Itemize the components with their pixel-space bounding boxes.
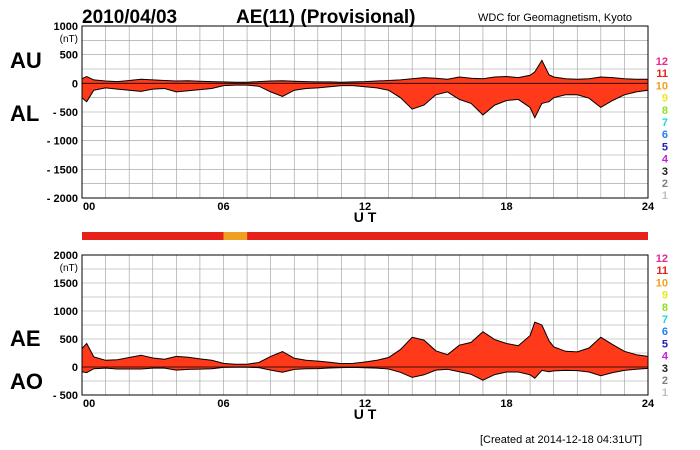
y-tick-label: - 1000 <box>47 136 78 148</box>
ae-ao-panel: 2000 1500 1000 500 0 - 500 (nT) 00 06 12 18 24 U T AE… <box>10 250 655 422</box>
y-tick-label: 1000 <box>54 21 78 33</box>
station-legend-10: 10 <box>656 277 668 289</box>
x-tick-label: 18 <box>500 398 512 410</box>
station-legend-12: 12 <box>656 56 668 68</box>
station-legend-2: 2 <box>662 375 668 387</box>
x-tick-label: 06 <box>217 201 229 213</box>
panel-label-al: AL <box>10 101 39 126</box>
series-line-ae <box>81 321 649 365</box>
series-line-ao <box>81 366 649 381</box>
x-axis-label: U T <box>354 209 377 225</box>
y-tick-label: 500 <box>60 50 78 62</box>
station-legend-8: 8 <box>662 105 668 117</box>
station-legend-2: 2 <box>662 178 668 190</box>
y-tick-label: 1500 <box>54 278 78 290</box>
panel-label-ao: AO <box>10 369 43 394</box>
x-tick-label: 12 <box>359 201 371 213</box>
x-tick-label: 06 <box>217 398 229 410</box>
x-tick-label: 00 <box>83 398 95 410</box>
x-tick-label: 12 <box>359 398 371 410</box>
panel-label-ae: AE <box>10 326 41 351</box>
station-legend-4: 4 <box>662 351 669 363</box>
date-title: 2010/04/03 <box>82 7 177 28</box>
station-legend-5: 5 <box>662 338 668 350</box>
x-tick-label: 24 <box>642 201 655 213</box>
station-legend-5: 5 <box>662 141 668 153</box>
station-legend-6: 6 <box>662 129 668 141</box>
y-tick-label: 500 <box>60 334 78 346</box>
y-tick-label: 0 <box>72 362 78 374</box>
panel-label-au: AU <box>10 48 42 73</box>
x-tick-label: 18 <box>500 201 512 213</box>
series-line-al <box>81 84 649 119</box>
station-legend-4: 4 <box>662 154 669 166</box>
station-legend-1: 1 <box>662 190 668 202</box>
y-tick-label: - 2000 <box>47 193 78 205</box>
x-axis-label: U T <box>354 406 377 422</box>
station-bar-segment <box>247 232 649 240</box>
area-fill-ae-ao <box>82 322 648 381</box>
y-unit-label: (nT) <box>60 34 78 45</box>
station-legend-1: 1 <box>662 387 668 399</box>
station-legend-7: 7 <box>662 117 668 129</box>
station-legend-8: 8 <box>662 302 668 314</box>
au-al-panel: 1000 500 0 - 500 - 1000 - 1500 - 2000 (nT) 00 06 1… <box>10 21 655 225</box>
plot-frame <box>81 254 649 396</box>
y-tick-label: - 500 <box>53 390 78 402</box>
station-legend-9: 9 <box>662 290 668 302</box>
station-legend-12: 12 <box>656 253 668 265</box>
station-legend-11: 11 <box>656 68 668 80</box>
area-fill-au-al <box>82 60 648 118</box>
y-tick-label: 2000 <box>54 250 78 262</box>
y-unit-label: (nT) <box>60 263 78 274</box>
plot-frame <box>81 25 649 199</box>
created-timestamp: [Created at 2014-12-18 04:31UT] <box>480 434 642 446</box>
source-label: WDC for Geomagnetism, Kyoto <box>478 12 632 24</box>
series-line-au <box>81 59 648 83</box>
y-tick-label: 1000 <box>54 306 78 318</box>
station-legend-7: 7 <box>662 314 668 326</box>
station-bar-segment <box>223 232 248 240</box>
station-legend-6: 6 <box>662 326 668 338</box>
y-tick-label: 0 <box>72 78 78 90</box>
station-bar-segment <box>82 232 224 240</box>
chart-title: AE(11) (Provisional) <box>236 7 416 28</box>
station-legend-11: 11 <box>656 265 668 277</box>
x-tick-label: 00 <box>83 201 95 213</box>
station-count-bar <box>82 232 649 240</box>
station-legend-10: 10 <box>656 80 668 92</box>
y-tick-label: - 500 <box>53 107 78 119</box>
x-tick-label: 24 <box>642 398 655 410</box>
station-legend-3: 3 <box>662 363 668 375</box>
station-legend-9: 9 <box>662 93 668 105</box>
station-legend-3: 3 <box>662 166 668 178</box>
y-tick-label: - 1500 <box>47 164 78 176</box>
